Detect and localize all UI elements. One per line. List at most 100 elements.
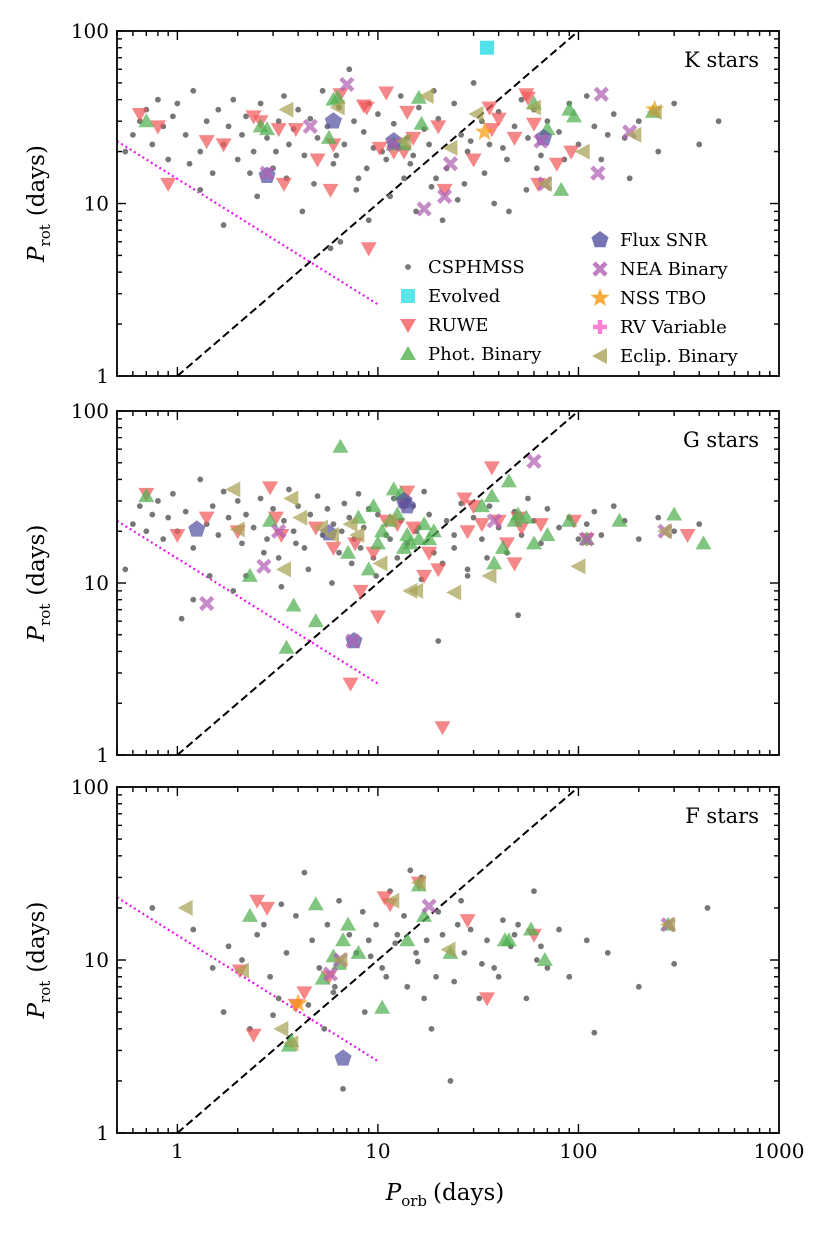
csphmss-point (467, 138, 474, 145)
csphmss-point (330, 521, 337, 528)
csphmss-point (410, 152, 417, 159)
ruwe-point (296, 986, 313, 1001)
csphmss-point (155, 498, 161, 504)
plot-frame (116, 410, 780, 756)
flux-point (324, 112, 342, 129)
y-axis-label: Prot (days) (24, 902, 54, 1020)
csphmss-point (394, 931, 401, 938)
csphmss-point (458, 897, 465, 904)
panel-title: K stars (684, 48, 759, 72)
ruwe-point (365, 546, 382, 561)
csphmss-point (655, 148, 662, 155)
csphmss-point (671, 528, 678, 535)
panel-title: F stars (685, 804, 759, 828)
ruwe-point (342, 677, 359, 692)
csphmss-point (575, 536, 582, 542)
csphmss-point (591, 508, 598, 515)
reference-lines (117, 31, 580, 376)
csphmss-point (357, 544, 364, 551)
csphmss-point (209, 170, 216, 177)
panel-g-stars: 1 10 100 G stars Prot (days) (24, 399, 780, 767)
nea-point (526, 453, 542, 469)
csphmss-point (433, 973, 439, 980)
phot-point (565, 108, 582, 123)
csphmss-point (515, 921, 521, 928)
eclip-point (440, 941, 456, 958)
panel-title: G stars (683, 428, 759, 452)
ruwe-point (548, 157, 565, 172)
csphmss-point (355, 175, 362, 182)
csphmss-point (215, 106, 222, 113)
ruwe-point (679, 529, 696, 544)
eclip-point (177, 899, 193, 916)
csphmss-point (655, 514, 662, 521)
ruwe-point (309, 153, 326, 168)
equality-line (176, 787, 580, 1133)
csphmss-point (275, 118, 282, 125)
csphmss-point (239, 540, 245, 547)
eclip-point (626, 126, 642, 143)
ruwe-point (249, 894, 266, 909)
legend-nss-marker (590, 288, 610, 307)
csphmss-point (467, 926, 474, 933)
eclip-point (278, 101, 294, 118)
y-tick-label: 10 (84, 571, 109, 595)
ruwe-point (399, 485, 416, 500)
y-axis-label-sub: rot (36, 604, 54, 626)
ruwe-point (481, 101, 498, 116)
csphmss-point (523, 995, 530, 1002)
eclip-point (408, 582, 424, 599)
csphmss-point (610, 503, 617, 509)
csphmss-point (230, 96, 237, 103)
csphmss-point (346, 66, 353, 73)
nea-point (421, 898, 437, 914)
ruwe-point (434, 721, 451, 736)
ruwe-point (519, 91, 536, 106)
eclip-point (372, 555, 388, 572)
x-tick-label: 100 (559, 1139, 597, 1163)
eclip-point (382, 512, 398, 529)
nea-point (259, 165, 275, 181)
csphmss-point (206, 572, 213, 579)
y-tick-label: 1 (96, 743, 109, 767)
phot-point (241, 567, 258, 582)
csphmss-point (348, 560, 355, 567)
csphmss-point (401, 912, 407, 919)
ruwe-point (405, 521, 422, 536)
csphmss-point (327, 245, 334, 252)
nea-point (579, 531, 595, 547)
phot-point (402, 535, 419, 550)
csphmss-point (220, 488, 227, 495)
eclip-point (275, 561, 291, 578)
eclip-point (646, 103, 662, 120)
csphmss-point (122, 148, 129, 155)
limit-line (117, 140, 379, 306)
csphmss-point (301, 152, 308, 159)
ruwe-point (169, 529, 186, 544)
csphmss-point (414, 958, 421, 965)
y-axis-label-sub: rot (36, 981, 54, 1003)
flux-point (334, 1049, 352, 1066)
csphmss-point (286, 486, 292, 493)
csphmss-point (413, 949, 419, 956)
y-tick-label: 100 (71, 775, 109, 799)
csphmss-point (454, 921, 461, 928)
csphmss-point (518, 96, 525, 103)
csphmss-point (610, 111, 617, 117)
phot-point (350, 944, 367, 959)
csphmss-point (421, 995, 428, 1002)
eclip-point (396, 133, 412, 150)
ruwe-point (506, 557, 523, 572)
x-axis-label: Porb (days) (385, 1180, 504, 1210)
csphmss-point (538, 540, 544, 547)
ruwe-point (416, 569, 433, 584)
legend-evolved-marker (401, 289, 415, 303)
legend-nea-label: NEA Binary (620, 259, 729, 280)
csphmss-point (583, 521, 590, 528)
csphmss-point (486, 141, 493, 148)
csphmss-point (635, 983, 642, 990)
csphmss-point (283, 949, 290, 956)
csphmss-point (439, 931, 446, 938)
csphmss-point (286, 141, 292, 148)
